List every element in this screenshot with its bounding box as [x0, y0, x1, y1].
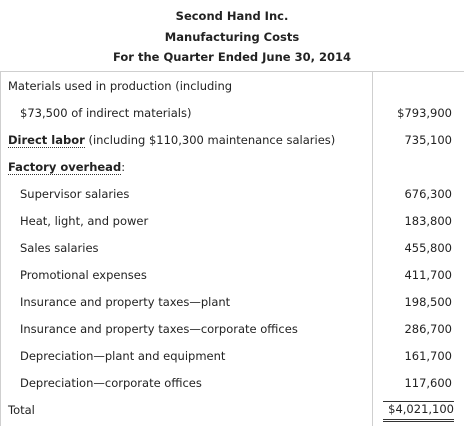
direct-labor-label-wrap: Direct labor (including $110,300 mainten…: [8, 133, 336, 148]
overhead-item-amount: 198,500: [404, 295, 452, 309]
factory-overhead-label-wrap: Factory overhead:: [8, 160, 126, 175]
overhead-item-label: Depreciation—corporate offices: [20, 376, 202, 390]
materials-label-line2: $73,500 of indirect materials): [20, 106, 192, 120]
direct-labor-term[interactable]: Direct labor: [8, 133, 85, 148]
total-amount: $4,021,100: [383, 401, 454, 422]
overhead-item-label: Supervisor salaries: [20, 187, 130, 201]
overhead-item-amount: 161,700: [404, 349, 452, 363]
overhead-item-label: Depreciation—plant and equipment: [20, 349, 226, 363]
company-name: Second Hand Inc.: [175, 9, 289, 23]
column-divider: [372, 72, 373, 426]
overhead-item-label: Insurance and property taxes—corporate o…: [20, 322, 298, 336]
overhead-item-label: Heat, light, and power: [20, 214, 149, 228]
total-label: Total: [8, 403, 35, 417]
factory-overhead-row: Factory overhead:: [1, 153, 464, 180]
direct-labor-row: Direct labor (including $110,300 mainten…: [1, 126, 464, 153]
cost-table: Materials used in production (including …: [0, 71, 464, 426]
materials-amount: $793,900: [397, 106, 452, 120]
statement-header: Second Hand Inc. Manufacturing Costs For…: [0, 0, 464, 74]
overhead-item-row: Insurance and property taxes—corporate o…: [1, 315, 464, 342]
total-row: Total $4,021,100: [1, 396, 464, 423]
overhead-item-row: Promotional expenses 411,700: [1, 261, 464, 288]
overhead-item-amount: 183,800: [404, 214, 452, 228]
overhead-item-label: Sales salaries: [20, 241, 99, 255]
overhead-item-row: Insurance and property taxes—plant 198,5…: [1, 288, 464, 315]
overhead-item-amount: 455,800: [404, 241, 452, 255]
materials-row-line1: Materials used in production (including: [1, 72, 464, 99]
overhead-item-amount: 676,300: [404, 187, 452, 201]
factory-overhead-term[interactable]: Factory overhead: [8, 160, 122, 175]
overhead-item-row: Heat, light, and power 183,800: [1, 207, 464, 234]
overhead-item-row: Supervisor salaries 676,300: [1, 180, 464, 207]
overhead-item-label: Insurance and property taxes—plant: [20, 295, 231, 309]
direct-labor-note: (including $110,300 maintenance salaries…: [84, 133, 336, 147]
factory-overhead-colon: :: [121, 160, 126, 174]
statement-title: Manufacturing Costs: [164, 30, 300, 44]
materials-row: $73,500 of indirect materials) $793,900: [1, 99, 464, 126]
overhead-item-row: Depreciation—plant and equipment 161,700: [1, 342, 464, 369]
statement-period: For the Quarter Ended June 30, 2014: [113, 50, 351, 64]
overhead-item-row: Sales salaries 455,800: [1, 234, 464, 261]
direct-labor-amount: 735,100: [404, 133, 452, 147]
overhead-item-amount: 286,700: [404, 322, 452, 336]
overhead-item-amount: 117,600: [404, 376, 452, 390]
overhead-item-label: Promotional expenses: [20, 268, 147, 282]
materials-label-line1: Materials used in production (including: [8, 79, 233, 93]
overhead-item-amount: 411,700: [404, 268, 452, 282]
overhead-item-row: Depreciation—corporate offices 117,600: [1, 369, 464, 396]
